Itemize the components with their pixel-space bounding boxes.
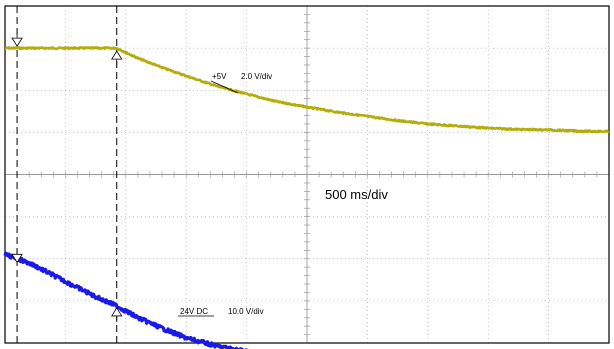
ch1-scale-label: 2.0 V/div (241, 72, 272, 81)
trace-plus5v (4, 46, 610, 134)
traces (3, 46, 610, 349)
trigger-marker-down (11, 32, 23, 47)
plot-frame (4, 5, 610, 344)
timebase-label: 500 ms/div (325, 187, 388, 202)
marker-arrow-head (11, 253, 23, 264)
ch1-label-leader (210, 80, 239, 94)
trigger-marker-down (11, 248, 23, 264)
trace-markers (11, 32, 123, 322)
ch1-name-label: +5V (212, 72, 227, 81)
ch2-name-label: 24V DC (180, 307, 208, 316)
trigger-marker-up (111, 307, 123, 322)
trace-24vdc (3, 251, 249, 349)
trigger-marker-up (111, 50, 123, 66)
ch2-scale-label: 10.0 V/div (228, 307, 264, 316)
